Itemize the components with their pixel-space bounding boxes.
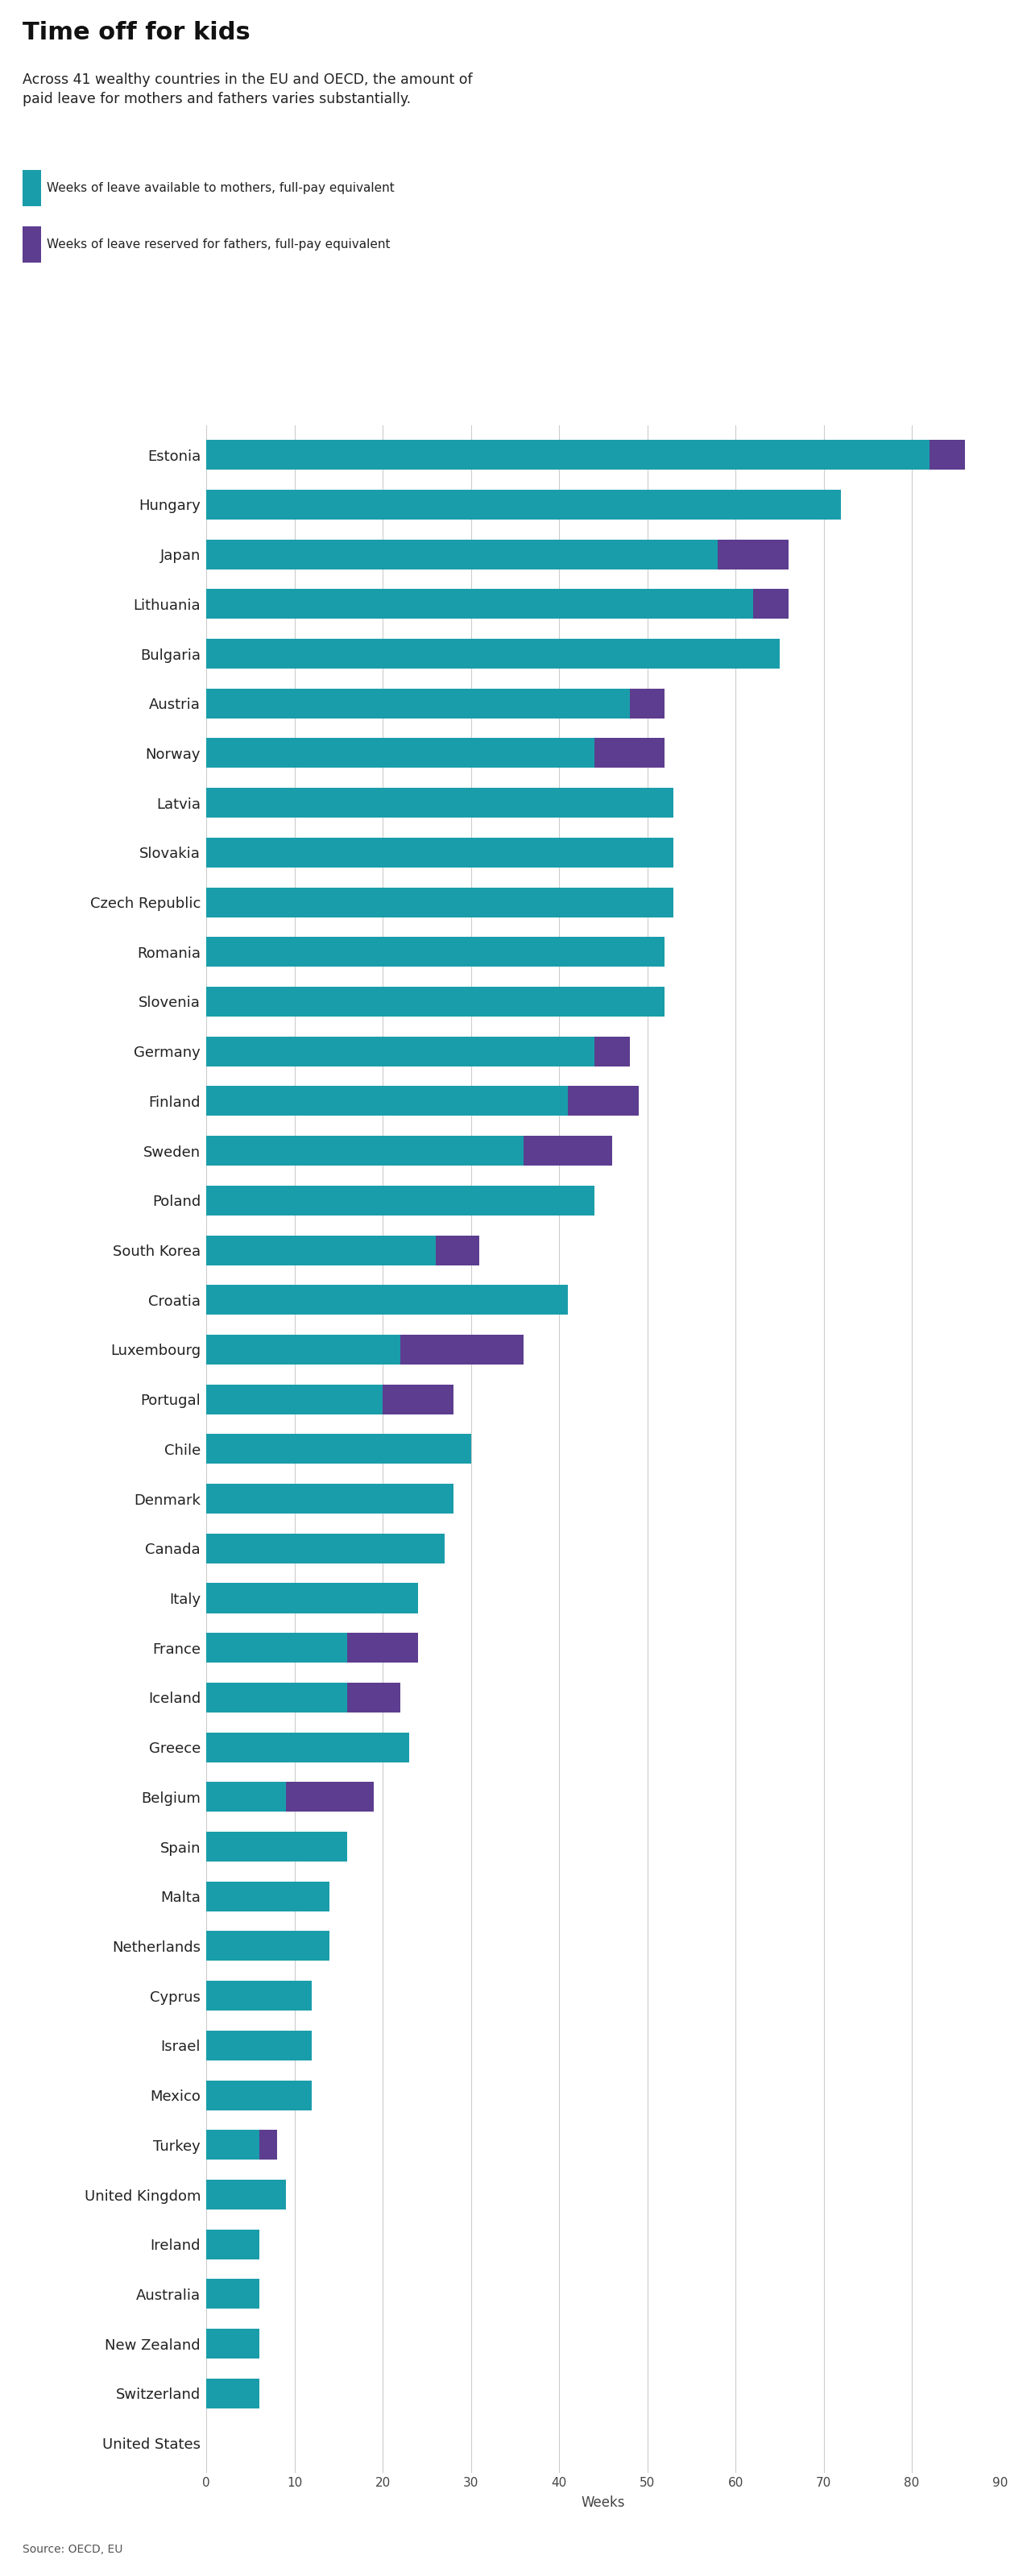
Bar <box>718 538 789 569</box>
Bar <box>206 440 930 469</box>
Bar <box>630 688 665 719</box>
Bar <box>206 2030 312 2061</box>
Bar <box>206 1633 347 1662</box>
Bar <box>594 1036 630 1066</box>
Bar <box>206 1832 347 1862</box>
Bar <box>206 1383 383 1414</box>
Bar <box>206 1880 330 1911</box>
Bar <box>206 590 753 618</box>
Bar <box>206 1087 568 1115</box>
Text: Across 41 wealthy countries in the EU and OECD, the amount of
paid leave for mot: Across 41 wealthy countries in the EU an… <box>23 72 472 106</box>
Bar <box>206 2130 259 2159</box>
Bar <box>259 2130 276 2159</box>
Bar <box>206 2179 286 2210</box>
Bar <box>206 2378 259 2409</box>
Bar <box>206 1932 330 1960</box>
Bar <box>206 886 673 917</box>
Bar <box>568 1087 638 1115</box>
Bar <box>206 489 841 520</box>
Bar <box>206 1682 347 1713</box>
Bar <box>206 987 665 1018</box>
Bar <box>594 739 665 768</box>
Bar <box>206 1435 471 1463</box>
Bar <box>206 1981 312 2012</box>
Bar <box>930 440 965 469</box>
Bar <box>206 2081 312 2110</box>
Text: Source: OECD, EU: Source: OECD, EU <box>23 2545 123 2555</box>
Bar <box>206 1533 444 1564</box>
Bar <box>383 1383 454 1414</box>
Text: Time off for kids: Time off for kids <box>23 21 251 44</box>
Bar <box>206 2329 259 2360</box>
Bar <box>206 837 673 868</box>
Bar <box>524 1136 612 1167</box>
Bar <box>206 2228 259 2259</box>
Bar <box>206 1136 524 1167</box>
Bar <box>206 1185 594 1216</box>
Bar <box>206 1783 286 1811</box>
Bar <box>206 739 594 768</box>
Bar <box>206 639 779 670</box>
Bar <box>347 1633 418 1662</box>
Text: Weeks of leave available to mothers, full-pay equivalent: Weeks of leave available to mothers, ful… <box>46 183 394 193</box>
Bar <box>400 1334 524 1365</box>
Bar <box>206 1334 400 1365</box>
Bar <box>206 538 718 569</box>
Bar <box>286 1783 374 1811</box>
Bar <box>206 938 665 966</box>
Bar <box>206 1484 454 1515</box>
Bar <box>206 688 630 719</box>
X-axis label: Weeks: Weeks <box>581 2496 625 2509</box>
Bar <box>435 1236 479 1265</box>
Bar <box>347 1682 400 1713</box>
Bar <box>206 1731 409 1762</box>
Bar <box>753 590 789 618</box>
Bar <box>206 2280 259 2308</box>
Bar <box>206 1236 435 1265</box>
Text: Weeks of leave reserved for fathers, full-pay equivalent: Weeks of leave reserved for fathers, ful… <box>46 240 390 250</box>
Bar <box>206 1036 594 1066</box>
Bar <box>206 1285 568 1314</box>
Bar <box>206 788 673 817</box>
Bar <box>206 1584 418 1613</box>
